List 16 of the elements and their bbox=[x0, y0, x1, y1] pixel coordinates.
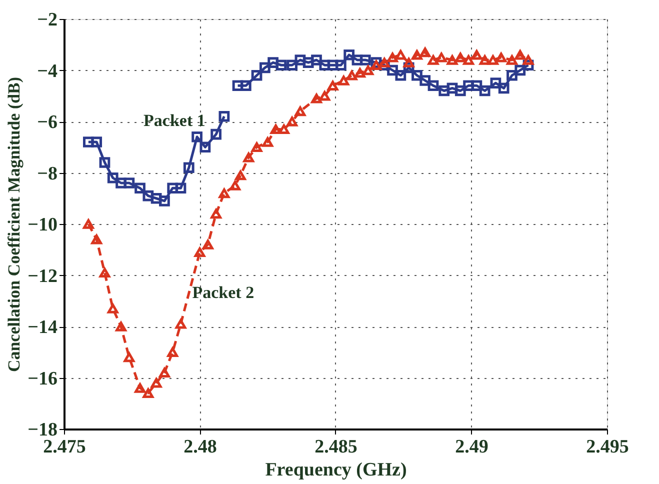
y-axis-title: Cancellation Coefficient Magnitude (dB) bbox=[4, 76, 24, 372]
y-tick-label: −2 bbox=[37, 10, 58, 30]
y-tick-label: −4 bbox=[37, 60, 58, 82]
x-tick-label: 2.48 bbox=[184, 436, 217, 458]
y-tick-label: −16 bbox=[28, 368, 58, 390]
series-label: Packet 1 bbox=[144, 110, 206, 130]
series-label: Packet 2 bbox=[192, 283, 254, 302]
y-tick-label: −14 bbox=[28, 317, 58, 338]
y-tick-label: −12 bbox=[28, 266, 58, 287]
x-tick-label: 2.485 bbox=[314, 436, 358, 458]
y-tick-label: −8 bbox=[37, 163, 58, 184]
y-tick-label: −10 bbox=[28, 214, 58, 236]
x-tick-label: 2.49 bbox=[455, 436, 488, 458]
x-tick-label: 2.495 bbox=[586, 436, 629, 458]
y-tick-label: −6 bbox=[37, 112, 58, 133]
x-axis-title: Frequency (GHz) bbox=[265, 460, 407, 480]
